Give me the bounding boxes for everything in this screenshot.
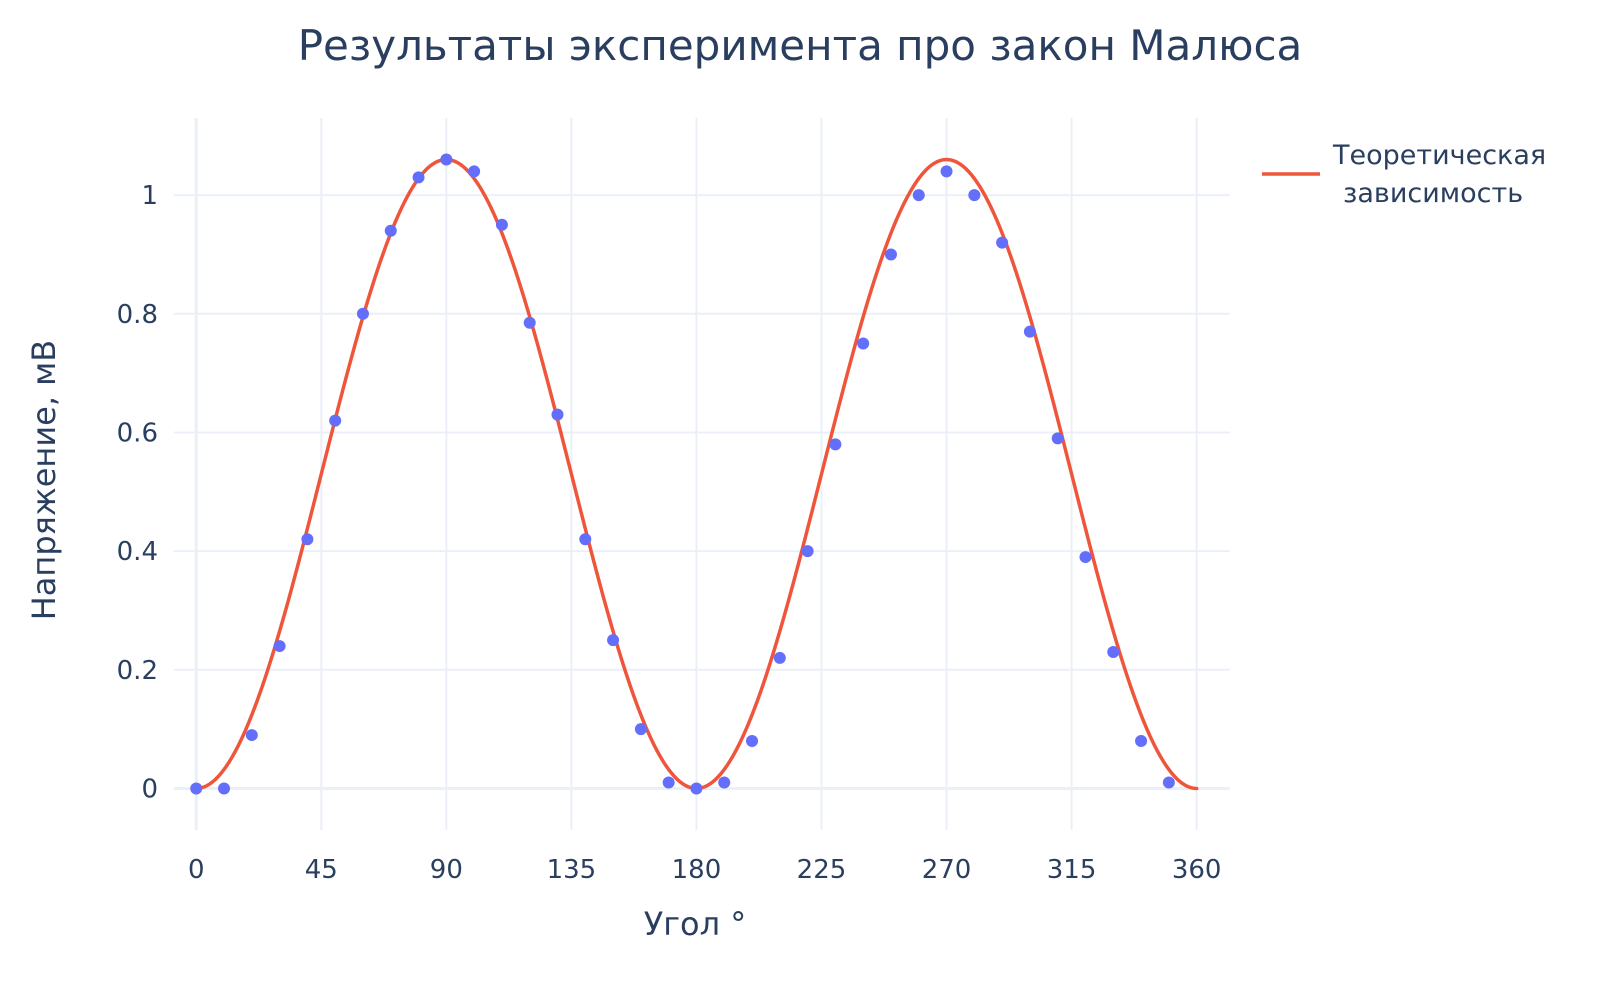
x-tick-label: 45: [305, 855, 338, 885]
measured-point[interactable]: [607, 634, 620, 647]
measured-point[interactable]: [329, 414, 342, 427]
measured-point[interactable]: [1135, 735, 1148, 747]
legend-label-line-2: зависимость: [1343, 178, 1523, 209]
x-tick-label: 0: [188, 855, 205, 885]
measured-point[interactable]: [1079, 551, 1092, 564]
measured-point[interactable]: [829, 438, 842, 451]
x-tick-label: 135: [547, 855, 597, 885]
measured-point[interactable]: [551, 408, 564, 421]
measured-point[interactable]: [412, 171, 425, 184]
measured-point[interactable]: [634, 723, 647, 736]
y-tick-label: 0.6: [117, 418, 158, 448]
y-axis-title: Напряжение, мВ: [25, 340, 63, 621]
measured-point[interactable]: [773, 651, 786, 664]
y-tick-label: 0.8: [117, 300, 158, 330]
measured-point[interactable]: [523, 316, 536, 329]
y-tick-label: 0: [141, 774, 158, 804]
measured-point[interactable]: [273, 640, 286, 653]
measured-point[interactable]: [356, 307, 369, 320]
y-tick-label: 0.2: [117, 656, 158, 686]
measured-point[interactable]: [468, 165, 481, 178]
x-tick-label: 270: [922, 855, 972, 885]
measured-point[interactable]: [801, 545, 814, 558]
measured-point[interactable]: [245, 729, 258, 742]
x-tick-label: 180: [672, 855, 722, 885]
y-tick-label: 1: [141, 181, 158, 211]
x-tick-label: 90: [430, 855, 463, 885]
measured-point[interactable]: [218, 782, 231, 795]
tick-labels: 0 45 90 135 180 225 270 315 360 0 0.2 0.4 0.6 0.8 1: [117, 181, 1222, 885]
measured-point[interactable]: [662, 776, 675, 789]
measured-point[interactable]: [968, 189, 981, 202]
measured-point[interactable]: [190, 782, 203, 795]
measured-point[interactable]: [912, 189, 925, 202]
x-tick-label: 360: [1172, 855, 1222, 885]
measured-point[interactable]: [996, 236, 1009, 249]
measured-points-layer: [190, 153, 1175, 795]
measured-point[interactable]: [495, 218, 508, 231]
measured-point[interactable]: [940, 165, 953, 178]
measured-point[interactable]: [1023, 325, 1036, 338]
measured-point[interactable]: [746, 735, 759, 747]
measured-point[interactable]: [1051, 432, 1064, 445]
measured-point[interactable]: [1107, 646, 1120, 658]
legend[interactable]: Теоретическая зависимость: [1262, 140, 1546, 209]
x-tick-label: 225: [797, 855, 847, 885]
x-axis-title: Угол °: [644, 905, 747, 943]
measured-point[interactable]: [718, 776, 731, 789]
measured-point[interactable]: [301, 533, 314, 546]
measured-point[interactable]: [690, 782, 703, 795]
y-tick-label: 0.4: [117, 537, 158, 567]
x-tick-label: 315: [1047, 855, 1097, 885]
measured-point[interactable]: [884, 248, 897, 261]
measured-point[interactable]: [579, 533, 592, 546]
measured-point[interactable]: [1162, 776, 1175, 789]
measured-point[interactable]: [857, 337, 870, 350]
chart-title: Результаты эксперимента про закон Малюса: [298, 21, 1303, 70]
measured-point[interactable]: [384, 224, 397, 237]
legend-label-line-1: Теоретическая: [1332, 140, 1546, 171]
measured-point[interactable]: [440, 153, 453, 166]
